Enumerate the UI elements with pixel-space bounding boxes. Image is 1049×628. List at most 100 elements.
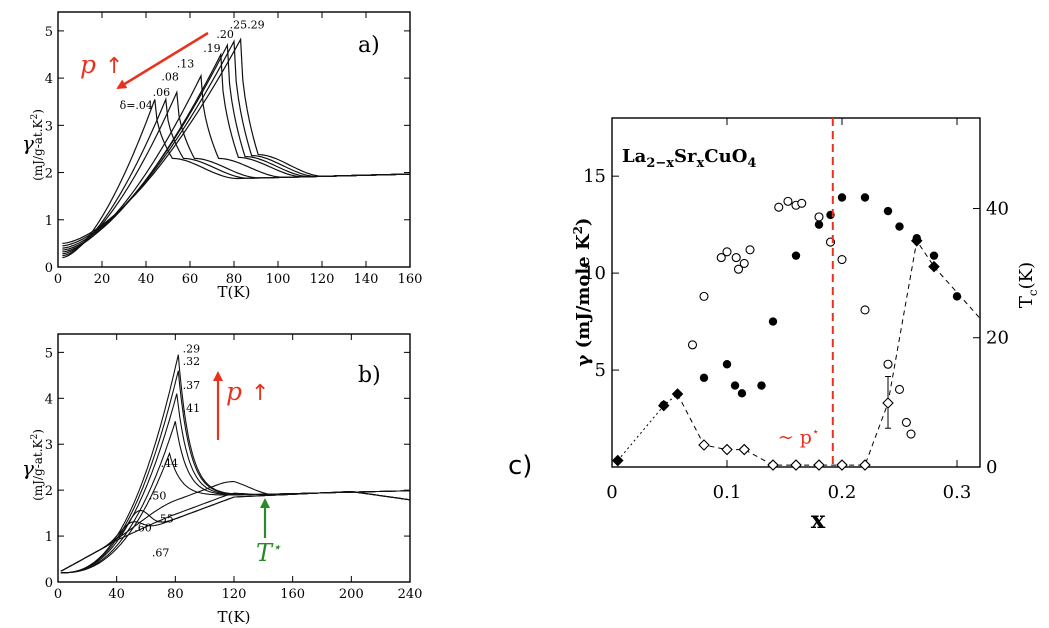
panel-b-tstar-label: T⋆ bbox=[256, 538, 281, 567]
gamma-open-point bbox=[901, 417, 911, 427]
series-label: .20 bbox=[216, 28, 234, 41]
tc-filled-point bbox=[611, 454, 624, 467]
series-label: .32 bbox=[183, 355, 201, 368]
panel-c-ylabel: γ (mJ/mole K2) bbox=[571, 218, 594, 367]
series-label: δ=.04 bbox=[120, 99, 153, 112]
panel-b-yunit: (mJ/g-at.K2) bbox=[30, 429, 45, 501]
gamma-filled-point bbox=[837, 193, 847, 202]
tc-filled-point bbox=[910, 235, 923, 247]
y-tick-label: 0 bbox=[45, 576, 53, 591]
panel-b-curve-labels: .29.32 .37 .41 .44 .50 .55 .60.67 bbox=[134, 342, 200, 559]
panel-b-xlabel: T(K) bbox=[218, 608, 251, 626]
x-tick-label: 80 bbox=[226, 272, 243, 287]
x-tick-label: 240 bbox=[398, 587, 423, 602]
x-tick-label: 200 bbox=[339, 587, 364, 602]
gamma-open-point bbox=[745, 245, 755, 255]
y-tick-label: 3 bbox=[45, 438, 53, 453]
series-line bbox=[62, 73, 410, 253]
panel-c-compound: La2−xSrxCuO4 bbox=[622, 146, 756, 171]
series-label: .41 bbox=[183, 402, 201, 415]
panel-a-arrow-symbol: ↑ bbox=[105, 54, 123, 79]
gamma-filled-point bbox=[883, 206, 893, 216]
tc-guide-dotted bbox=[617, 393, 678, 461]
y-tick-label: 2 bbox=[45, 484, 53, 499]
gamma-open-point bbox=[797, 198, 807, 208]
gamma-open-point bbox=[894, 384, 905, 394]
y-tick-label: 3 bbox=[45, 119, 53, 134]
series-label: .29 bbox=[183, 342, 201, 355]
gamma-filled-point bbox=[737, 389, 747, 398]
series-line bbox=[62, 37, 410, 244]
x-tick-label: 0 bbox=[606, 482, 617, 503]
panel-a-yunit: (mJ/g-at.K2) bbox=[30, 109, 45, 181]
panel-a: 0 20 40 60 80 100 120 140 160 0 1 2 3 4 5 δ=.04.06 .08.… bbox=[22, 11, 423, 301]
gamma-open-point bbox=[687, 340, 698, 350]
series-label: .19 bbox=[203, 42, 221, 55]
gamma-filled-point bbox=[699, 373, 709, 383]
compound-part: 2−x bbox=[646, 156, 674, 171]
gamma-filled-point bbox=[814, 220, 824, 229]
series-label: .44 bbox=[161, 457, 179, 470]
compound-part: x bbox=[697, 156, 705, 171]
gamma-filled-point bbox=[791, 251, 801, 260]
tc-open-point bbox=[790, 459, 802, 471]
gamma-open-point bbox=[716, 253, 726, 263]
y-tick-label: 0 bbox=[45, 261, 53, 276]
x-tick-label: 160 bbox=[280, 587, 305, 602]
gamma-filled-point bbox=[895, 222, 904, 231]
compound-part: La bbox=[622, 146, 647, 167]
gamma-open-point bbox=[837, 254, 847, 265]
panel-a-doping-arrow bbox=[116, 31, 209, 90]
gamma-open-point bbox=[739, 258, 749, 268]
panel-c-y2label: Tc(K) bbox=[1016, 262, 1040, 308]
x-tick-label: 20 bbox=[94, 272, 111, 287]
panel-b-ylabel: γ bbox=[22, 456, 34, 480]
y-tick-label: 5 bbox=[45, 25, 53, 40]
y2-tick-label: 20 bbox=[986, 328, 1009, 349]
y2-tick-label: 0 bbox=[986, 457, 997, 478]
panel-c-label: c) bbox=[508, 451, 532, 481]
panel-a-ylabel: γ bbox=[22, 131, 34, 155]
compound-part: Sr bbox=[674, 146, 697, 167]
series-label: .13 bbox=[177, 58, 195, 71]
y-tick-label: 15 bbox=[583, 166, 606, 187]
gamma-filled-point bbox=[768, 317, 778, 326]
panel-c-pstar-label: ~ p⋆ bbox=[778, 425, 820, 449]
panel-b-ticks: 0 40 80 120 160 200 240 0 1 2 3 4 5 bbox=[45, 334, 423, 602]
gamma-open-point bbox=[860, 305, 870, 315]
series-line bbox=[60, 490, 411, 572]
gamma-open-point bbox=[733, 264, 744, 274]
y-tick-label: 10 bbox=[583, 263, 606, 284]
gamma-filled-point bbox=[722, 360, 732, 369]
panel-a-label: a) bbox=[358, 33, 380, 58]
gamma-filled-point bbox=[860, 193, 870, 202]
panel-b-arrow-label: p bbox=[226, 377, 242, 406]
y-tick-label: 2 bbox=[45, 167, 53, 182]
gamma-open-point bbox=[699, 291, 709, 301]
gamma-filled-point bbox=[952, 292, 962, 301]
x-tick-label: 160 bbox=[398, 272, 423, 287]
tc-open-point bbox=[836, 459, 848, 471]
panel-a-curve-labels: δ=.04.06 .08.13 .19.20.25.29 bbox=[120, 19, 265, 112]
gamma-open-point bbox=[883, 359, 893, 369]
panel-a-arrow-label: p bbox=[80, 50, 96, 79]
y-tick-label: 4 bbox=[45, 72, 53, 87]
series-label: .50 bbox=[149, 489, 167, 502]
y-tick-label: 4 bbox=[45, 392, 53, 407]
gamma-open-point bbox=[814, 212, 824, 222]
tc-open-point bbox=[813, 459, 825, 471]
panel-c-xlabel: x bbox=[811, 505, 826, 534]
compound-part: 4 bbox=[747, 156, 756, 171]
x-tick-label: 60 bbox=[182, 272, 199, 287]
series-label: .29 bbox=[247, 19, 265, 32]
series-label: .06 bbox=[153, 86, 171, 99]
y2-tick-label: 40 bbox=[986, 198, 1009, 219]
gamma-open-point bbox=[783, 196, 793, 206]
series-line bbox=[60, 490, 411, 572]
x-tick-label: 140 bbox=[354, 272, 379, 287]
tc-open-point bbox=[882, 397, 894, 409]
y-tick-label: 1 bbox=[45, 214, 53, 229]
tc-guide-dashed bbox=[677, 239, 935, 466]
